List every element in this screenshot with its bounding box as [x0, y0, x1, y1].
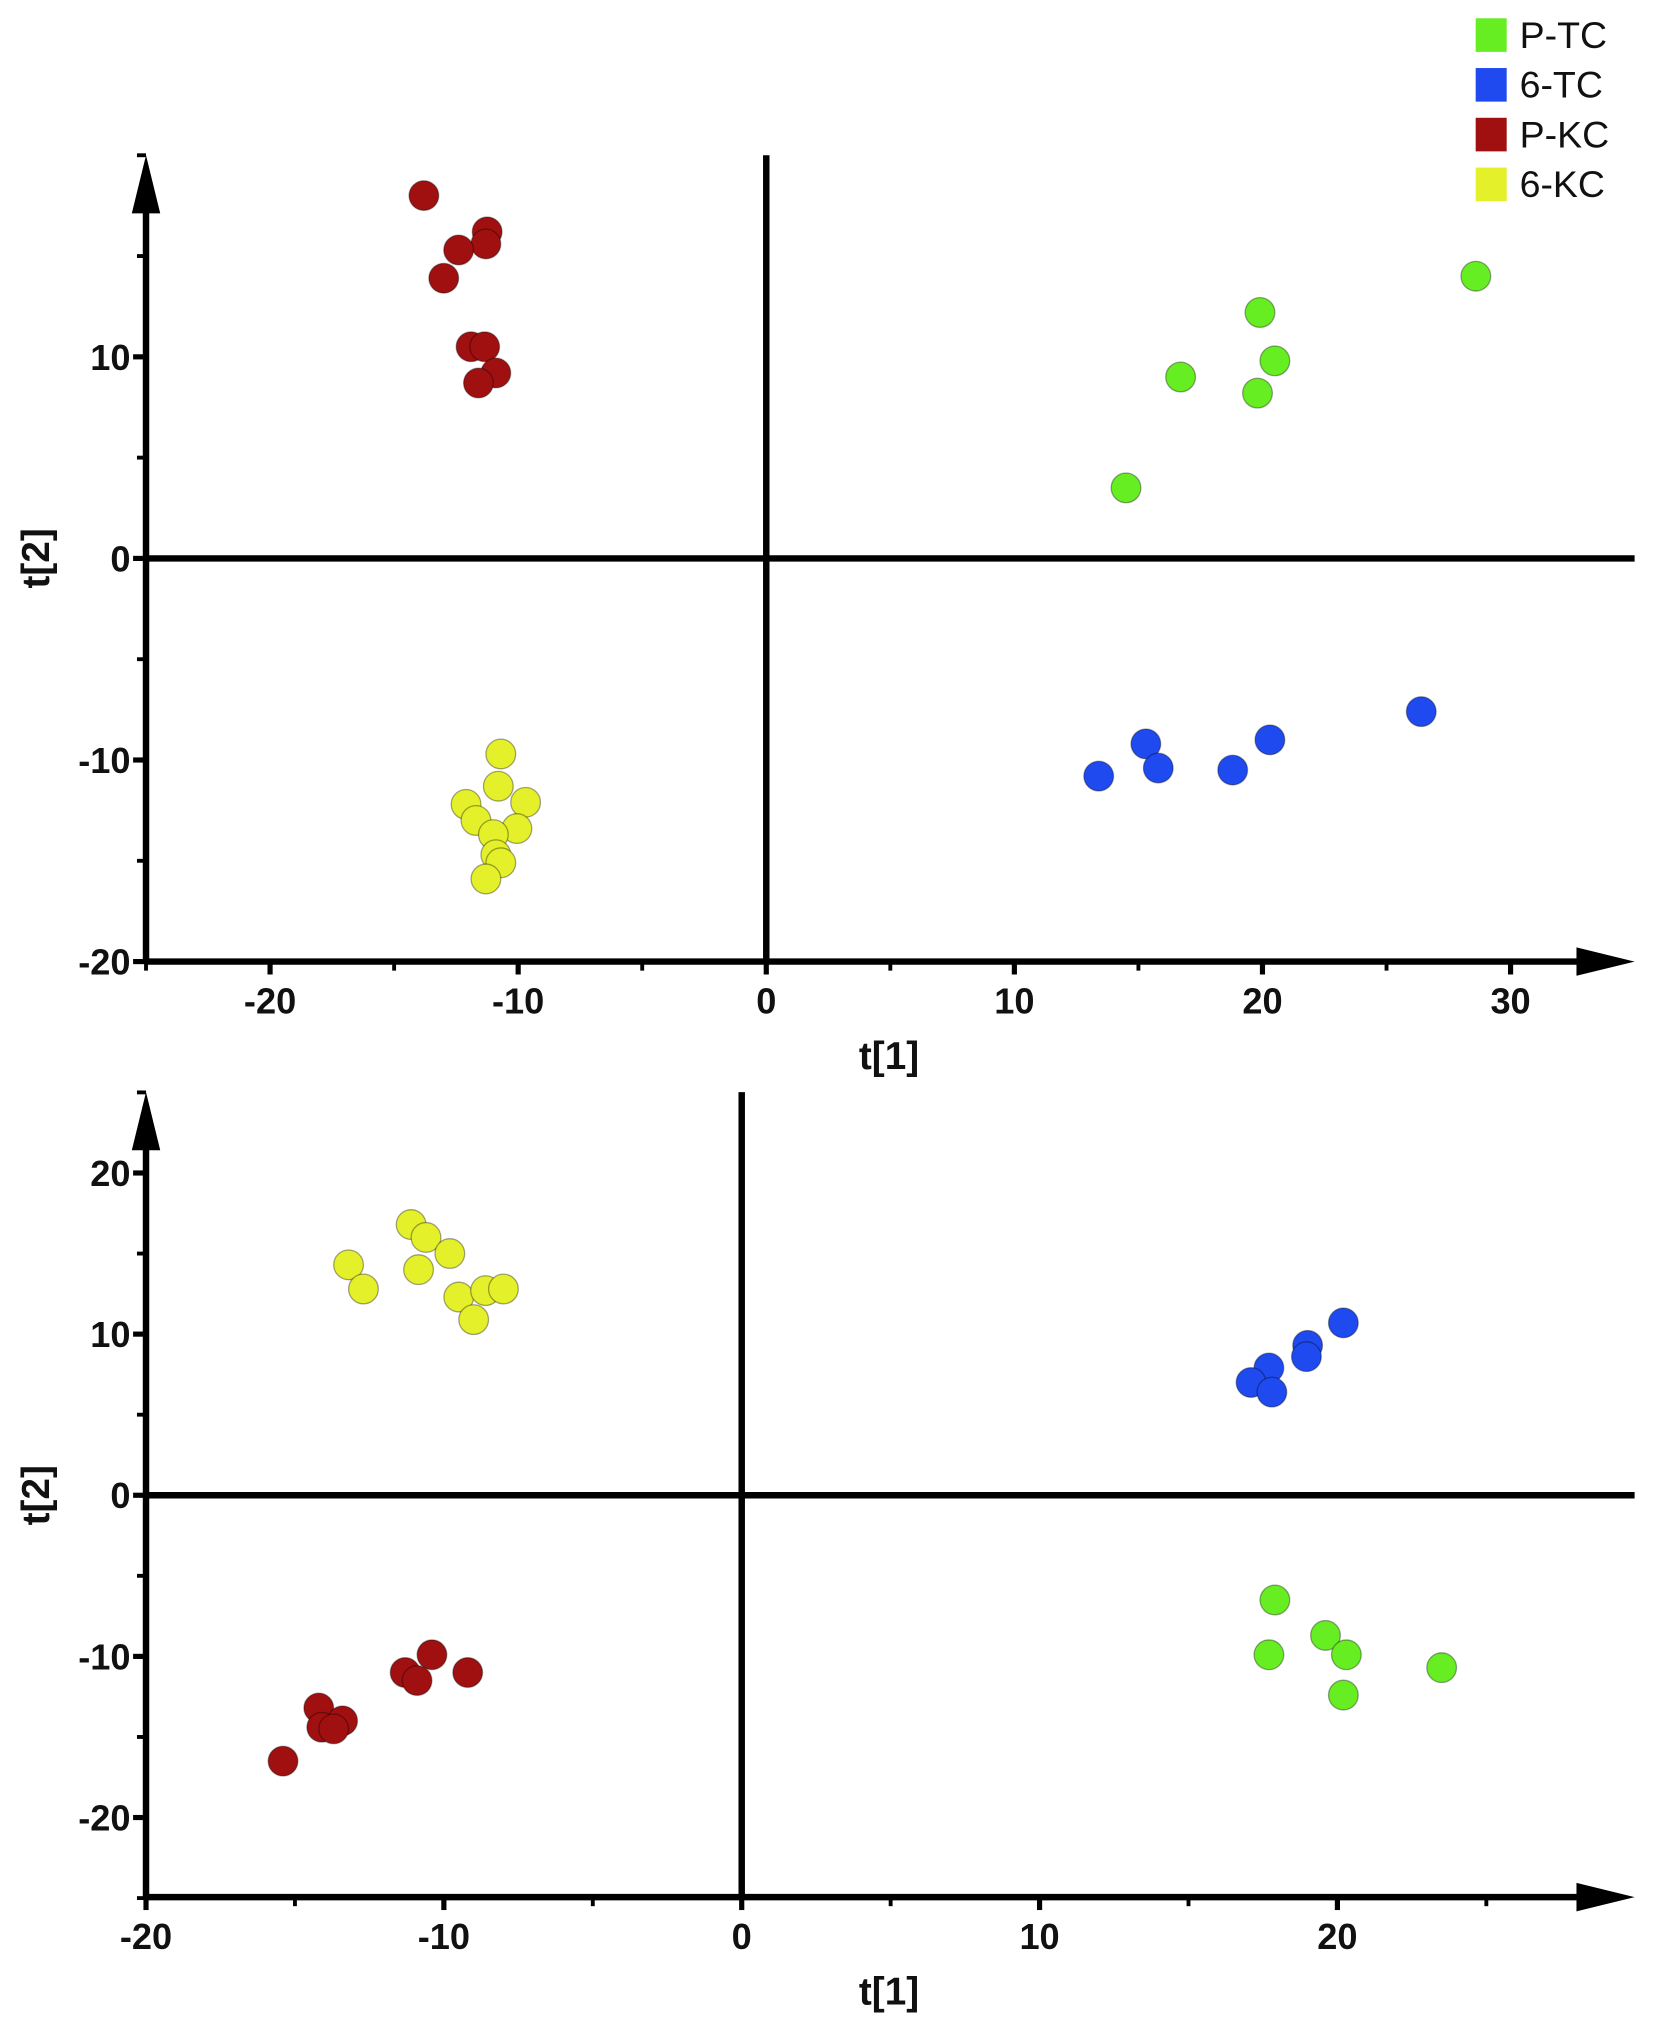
y-tick-label: 20 [90, 1153, 130, 1194]
point-p-tc [1259, 1584, 1291, 1616]
x-tick-label: -10 [492, 980, 544, 1021]
y-tick-label: -10 [78, 740, 130, 781]
point-p-kc [428, 262, 460, 294]
y-tick-label: 0 [110, 1475, 130, 1516]
y-tick-label: 10 [90, 337, 130, 378]
x-tick-label: 20 [1242, 980, 1282, 1021]
x-tick-label: 10 [1019, 1916, 1059, 1957]
point-6-kc [347, 1273, 379, 1305]
point-p-tc [1460, 260, 1492, 292]
point-p-kc [452, 1656, 484, 1689]
score-plot-top: -20 -10 0 10 20 30 -20 -10 0 10 t[1] t[2] [15, 153, 1635, 1078]
x-tick-label: -10 [418, 1916, 470, 1957]
point-p-kc [318, 1713, 350, 1745]
point-6-kc [333, 1249, 365, 1281]
x-tick-label: 0 [732, 1916, 752, 1957]
point-p-tc [1327, 1679, 1359, 1711]
y-axis-label: t[2] [15, 1465, 58, 1525]
point-6-tc [1142, 752, 1174, 784]
point-p-kc [401, 1665, 433, 1697]
point-6-tc [1327, 1307, 1359, 1339]
y-tick-label: -20 [78, 1797, 130, 1838]
point-p-tc [1165, 361, 1197, 393]
point-6-tc [1130, 728, 1162, 760]
point-6-kc [410, 1221, 442, 1253]
legend-swatch-6-tc [1475, 68, 1507, 102]
legend-swatch-p-kc [1475, 117, 1507, 152]
x-axis-arrow-icon [1576, 1882, 1635, 1912]
point-6-kc [510, 786, 542, 818]
point-6-tc [1256, 1376, 1288, 1408]
y-tick-label: -10 [78, 1636, 130, 1677]
point-6-tc [1405, 696, 1437, 728]
x-axis-label: t[1] [859, 1970, 919, 2013]
x-axis-label: t[1] [859, 1035, 919, 1078]
point-p-tc [1330, 1639, 1362, 1671]
point-p-kc [469, 331, 501, 363]
legend-swatch-p-tc [1475, 18, 1507, 52]
y-tick-label: 10 [90, 1314, 130, 1355]
point-p-kc [267, 1745, 299, 1777]
x-tick-label: 30 [1490, 980, 1530, 1021]
x-axis-arrow-icon [1576, 947, 1635, 976]
point-p-tc [1110, 472, 1142, 504]
y-axis-arrow-icon [131, 155, 161, 214]
point-6-kc [470, 863, 502, 895]
point-6-kc [434, 1238, 466, 1270]
x-tick-label: 20 [1317, 1916, 1357, 1957]
point-p-kc [470, 228, 502, 260]
score-plot-bottom: -20 -10 0 10 20 -20 -10 0 10 20 t[1] t[2] [15, 1090, 1635, 2013]
legend-swatch-6-kc [1475, 167, 1507, 202]
point-p-tc [1244, 296, 1276, 328]
legend: P-TC 6-TC P-KC 6-KC [1475, 14, 1610, 205]
point-6-kc [487, 1273, 519, 1305]
point-p-tc [1241, 377, 1274, 409]
legend-label: P-KC [1520, 114, 1610, 156]
point-p-kc [462, 367, 494, 399]
point-6-tc [1290, 1341, 1322, 1373]
point-p-kc [416, 1639, 448, 1671]
point-p-tc [1309, 1619, 1342, 1651]
y-axis-label: t[2] [15, 528, 58, 588]
legend-label: 6-KC [1520, 163, 1605, 205]
point-6-kc [458, 1304, 490, 1336]
x-tick-label: 0 [756, 980, 776, 1021]
x-tick-label: -20 [244, 980, 296, 1021]
point-6-tc [1217, 754, 1249, 786]
point-6-kc [403, 1254, 435, 1286]
point-p-kc [443, 234, 475, 266]
point-p-tc [1253, 1639, 1285, 1671]
point-6-kc [485, 738, 517, 770]
x-tick-label: -20 [120, 1916, 172, 1957]
point-6-kc [482, 770, 514, 802]
y-tick-label: -20 [78, 942, 130, 983]
legend-label: P-TC [1520, 14, 1607, 56]
y-tick-label: 0 [110, 538, 130, 579]
legend-label: 6-TC [1520, 64, 1603, 106]
point-p-tc [1426, 1652, 1458, 1684]
point-6-tc [1254, 724, 1286, 756]
point-p-kc [408, 180, 440, 212]
point-p-tc [1259, 345, 1291, 377]
x-tick-label: 10 [994, 980, 1034, 1021]
y-axis-arrow-icon [131, 1092, 161, 1151]
point-6-tc [1083, 760, 1115, 792]
